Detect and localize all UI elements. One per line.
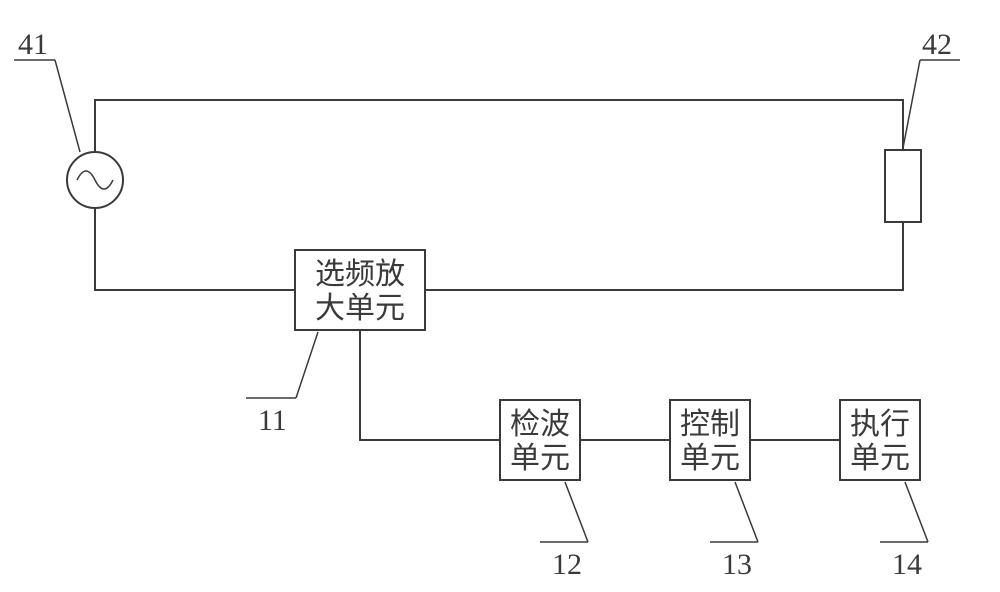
ref-12: 12	[540, 482, 588, 581]
freq-amp-label-2: 大单元	[315, 292, 405, 325]
ref-13: 13	[710, 482, 758, 581]
executor-label-1: 执行	[850, 408, 910, 441]
wire-bottom-left	[95, 208, 295, 290]
wire-amp-to-detector	[360, 330, 500, 440]
detector-label-1: 检波	[510, 408, 570, 441]
freq-amp-block: 选频放 大单元	[295, 250, 425, 330]
ref-14-text: 14	[892, 548, 922, 581]
ref-11-text: 11	[258, 404, 287, 437]
executor-label-2: 单元	[850, 442, 910, 475]
detector-label-2: 单元	[510, 442, 570, 475]
detector-block: 检波 单元	[500, 400, 580, 480]
ac-source-icon	[67, 152, 123, 208]
ref-14: 14	[880, 482, 928, 581]
ref-41-text: 41	[18, 28, 48, 61]
resistor-icon	[885, 150, 921, 222]
ref-42: 42	[903, 28, 960, 148]
ref-13-text: 13	[722, 548, 752, 581]
executor-block: 执行 单元	[840, 400, 920, 480]
freq-amp-label-1: 选频放	[315, 258, 405, 291]
controller-block: 控制 单元	[670, 400, 750, 480]
wire-top-bus	[95, 100, 903, 152]
ref-12-text: 12	[552, 548, 582, 581]
ref-41: 41	[14, 28, 80, 152]
wire-bottom-right	[425, 222, 903, 290]
controller-label-1: 控制	[680, 408, 740, 441]
ref-11: 11	[246, 332, 318, 437]
ref-42-text: 42	[922, 28, 952, 61]
controller-label-2: 单元	[680, 442, 740, 475]
block-diagram: 选频放 大单元 检波 单元 控制 单元 执行 单元 41 42 11	[0, 0, 1000, 592]
